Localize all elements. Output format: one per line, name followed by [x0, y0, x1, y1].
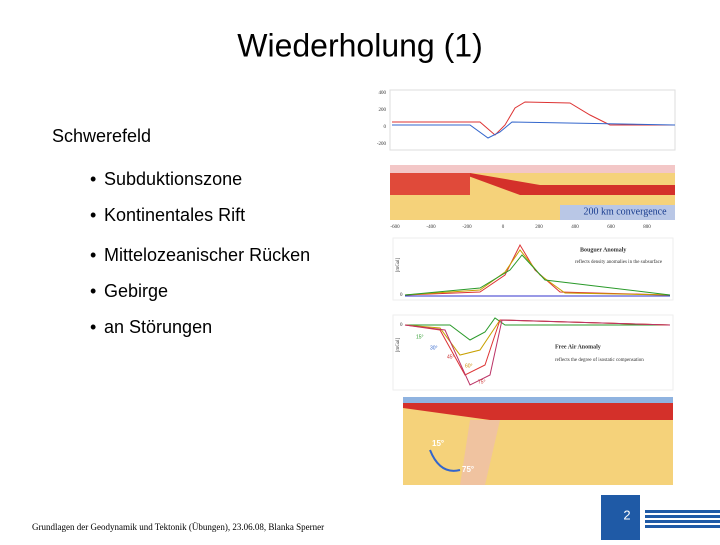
bullet-list: • Subduktionszone • Kontinentales Rift • Mi… — [90, 169, 310, 337]
bullet: an Störungen — [104, 317, 212, 337]
bullet: Gebirge — [104, 281, 168, 301]
slide-title: Wiederholung (1) — [237, 27, 482, 63]
tick-label: 400 — [571, 225, 579, 230]
angle-label: 60° — [465, 363, 473, 369]
bullet: Kontinentales Rift — [104, 205, 245, 225]
tick-label: 400 — [379, 91, 387, 96]
figure-note: reflects the degree of isostatic compens… — [555, 358, 644, 363]
figure-note: reflects density anomalies in the subsur… — [575, 260, 663, 265]
angle-label: 15° — [416, 334, 424, 340]
axis-label: [mGal] — [396, 337, 401, 352]
tick-label: -200 — [462, 225, 472, 230]
tick-label: -400 — [426, 225, 436, 230]
page-number: 2 — [623, 507, 630, 522]
model-figure: 200 km convergence -600 -400 -200 0 200 400 60… — [390, 165, 675, 230]
heading: Schwerefeld — [52, 126, 151, 146]
tick-label: 0 — [400, 323, 403, 328]
figure-title: Free Air Anomaly — [555, 344, 601, 350]
tick-label: 200 — [535, 225, 543, 230]
bullet-dot: • — [90, 281, 96, 301]
footer-text: Grundlagen der Geodynamik und Tektonik (… — [32, 522, 324, 532]
bullet: Mittelozeanischer Rücken — [104, 245, 310, 265]
bullet-dot: • — [90, 205, 96, 225]
bullet-dot: • — [90, 317, 96, 337]
tick-label: 0 — [400, 293, 403, 298]
tick-label: 0 — [502, 225, 505, 230]
tick-label: -600 — [390, 225, 400, 230]
logo — [645, 510, 720, 528]
tick-label: 200 — [379, 108, 387, 113]
slab-figure: 15° 75° — [403, 397, 673, 485]
angle-label: 15° — [432, 439, 444, 448]
bouguer-figure: [mGal] 0 Bouguer Anomaly reflects densit… — [392, 237, 674, 301]
angle-label: 75° — [478, 379, 486, 385]
freeair-figure: [mGal] 0 15° 30° 45° 60° 75° Free Air An… — [392, 314, 674, 391]
figure-label: 200 km convergence — [583, 206, 667, 217]
angle-label: 30° — [430, 345, 438, 351]
profile-figure: 400 200 0 -200 — [377, 89, 676, 151]
tick-label: 800 — [643, 225, 651, 230]
tick-label: 0 — [384, 125, 387, 130]
angle-label: 75° — [462, 465, 474, 474]
bullet-dot: • — [90, 245, 96, 265]
bullet: Subduktionszone — [104, 169, 242, 189]
axis-label: [mGal] — [396, 257, 401, 272]
figure-title: Bouguer Anomaly — [580, 247, 626, 253]
tick-label: 600 — [607, 225, 615, 230]
tick-label: -200 — [377, 142, 387, 147]
bullet-dot: • — [90, 169, 96, 189]
angle-label: 45° — [447, 354, 455, 360]
page-box — [601, 495, 640, 540]
